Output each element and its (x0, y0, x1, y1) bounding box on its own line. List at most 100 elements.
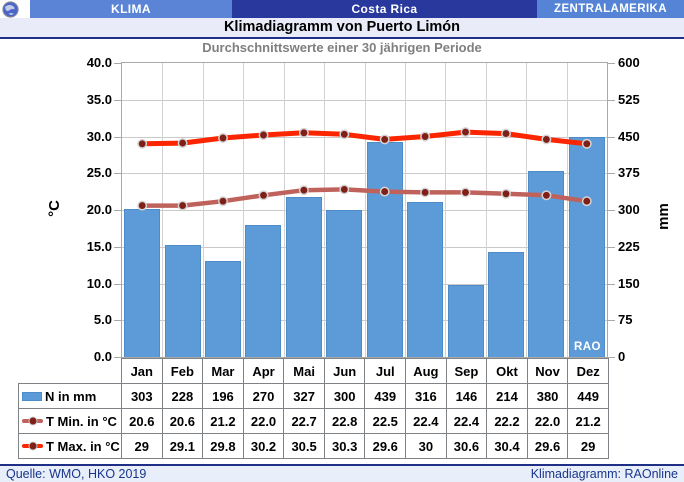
header-band-country: Costa Rica (232, 0, 537, 18)
value-cell: 214 (486, 383, 528, 409)
tmin-marker (339, 184, 350, 195)
value-cell: 303 (121, 383, 163, 409)
precipitation-bar (205, 260, 242, 357)
month-label: Mai (283, 358, 325, 384)
v-gridline (283, 63, 285, 357)
right-axis-tick: 225 (618, 238, 640, 254)
tmin-marker (420, 187, 431, 198)
right-tick-mark (608, 246, 615, 248)
v-gridline (404, 63, 406, 357)
value-cell: 30 (405, 433, 447, 459)
right-axis-title: mm (654, 203, 672, 230)
left-tick-mark (114, 136, 121, 138)
tmin-marker (501, 188, 511, 199)
month-row: Jan Feb Mar Apr Mai Jun Jul Aug Sep Okt Nov Dez (19, 358, 609, 384)
left-tick-mark (114, 283, 121, 285)
v-gridline (445, 63, 447, 357)
month-label: Mar (202, 358, 244, 384)
month-label: Feb (161, 358, 204, 384)
series-label: T Min. in °C (46, 413, 117, 429)
right-axis-tick: 525 (618, 91, 640, 107)
left-axis-tick: 35.0 (86, 91, 112, 107)
v-gridline (243, 63, 245, 357)
value-cell: 22.7 (283, 408, 325, 434)
tmin-marker (137, 200, 148, 211)
tmax-marker (379, 134, 390, 145)
left-axis-tick: 10.0 (86, 275, 112, 291)
left-tick-mark (114, 99, 121, 101)
plot-area: RAO (121, 62, 608, 358)
right-axis-tick: 600 (618, 55, 640, 70)
value-cell: 30.6 (445, 433, 488, 459)
precipitation-bar (164, 245, 201, 357)
tmax-marker (339, 129, 350, 140)
series-legend: T Min. in °C (18, 408, 122, 434)
tmax-marker (501, 128, 511, 139)
left-tick-mark (114, 173, 121, 175)
line-marker-icon (22, 419, 43, 423)
series-legend: N in mm (18, 383, 122, 409)
value-cell: 29 (567, 433, 609, 459)
tmax-marker (137, 138, 148, 149)
value-cell: 20.6 (121, 408, 163, 434)
value-cell: 22.8 (323, 408, 366, 434)
v-gridline (485, 63, 487, 357)
value-cell: 30.3 (323, 433, 366, 459)
right-axis-tick: 300 (618, 202, 640, 217)
header-bar: KLIMA Costa Rica ZENTRALAMERIKA (0, 0, 684, 18)
value-cell: 22.4 (445, 408, 488, 434)
tmax-marker (581, 138, 592, 149)
right-axis-tick: 375 (618, 165, 640, 181)
value-cell: 30.4 (486, 433, 528, 459)
right-axis-tick: 75 (618, 312, 633, 328)
v-gridline (364, 63, 366, 357)
value-cell: 21.2 (202, 408, 244, 434)
tmax-marker (460, 127, 471, 138)
precipitation-bar (326, 210, 363, 357)
month-label: Apr (242, 358, 285, 384)
tmin-marker (258, 190, 269, 201)
value-cell: 22.4 (405, 408, 447, 434)
month-label: Dez (567, 358, 609, 384)
month-label: Jul (364, 358, 407, 384)
globe-icon-svg (2, 0, 19, 18)
v-gridline (162, 63, 164, 357)
value-cell: 327 (283, 383, 325, 409)
tmax-marker (541, 134, 552, 145)
precipitation-bar (568, 137, 605, 357)
table-row-tmax: T Max. in °C 29 29.1 29.8 30.2 30.5 30.3 29.6 30… (18, 433, 609, 459)
tmin-marker (379, 186, 390, 197)
chart-region: °C mm RAO 40.0 35.0 30.0 25.0 20.0 15.0 10.0 5.… (0, 55, 684, 364)
value-cell: 29 (121, 433, 163, 459)
month-label: Jun (323, 358, 366, 384)
precipitation-bar (366, 141, 403, 357)
tmin-marker (218, 196, 228, 207)
precipitation-bar (487, 252, 524, 357)
tmax-marker (258, 130, 269, 140)
value-cell: 22.0 (526, 408, 569, 434)
tmin-marker (541, 190, 552, 201)
right-axis-tick: 450 (618, 128, 640, 144)
page-title: Klimadiagramm von Puerto Limón (0, 18, 684, 37)
right-tick-mark (608, 357, 615, 358)
value-cell: 22.0 (242, 408, 285, 434)
v-gridline (526, 63, 528, 357)
value-cell: 146 (445, 383, 488, 409)
precipitation-bar (124, 208, 161, 357)
footer-bar: Quelle: WMO, HKO 2019 Klimadiagramm: RAO… (0, 464, 684, 482)
value-cell: 30.5 (283, 433, 325, 459)
value-cell: 22.5 (364, 408, 407, 434)
value-cell: 21.2 (567, 408, 609, 434)
left-axis-tick: 20.0 (86, 202, 112, 217)
tmax-marker (420, 131, 431, 142)
month-label: Okt (486, 358, 528, 384)
tmin-marker (177, 200, 188, 211)
tmin-marker (460, 187, 471, 198)
month-label: Aug (405, 358, 447, 384)
data-table: Jan Feb Mar Apr Mai Jun Jul Aug Sep Okt Nov Dez N in… (18, 358, 609, 459)
left-axis-tick: 0.0 (93, 349, 112, 364)
legend-inner: N in mm (22, 389, 121, 404)
value-cell: 29.6 (526, 433, 569, 459)
series-label: T Max. in °C (46, 438, 120, 454)
